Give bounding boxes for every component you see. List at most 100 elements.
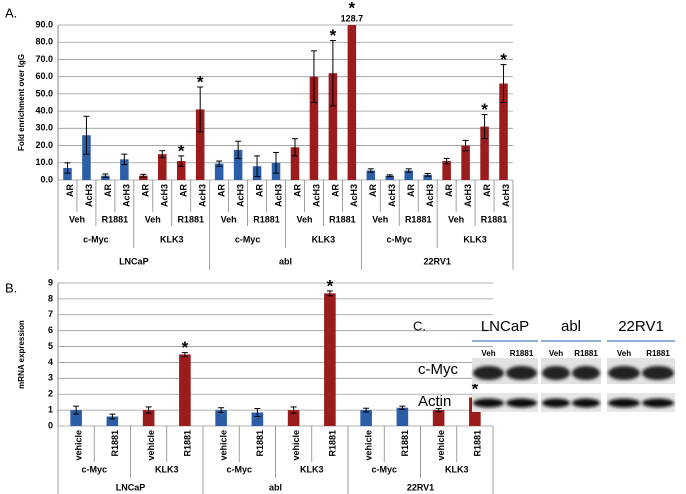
group-label: c-Myc xyxy=(83,234,109,244)
x-tick-label: AR xyxy=(444,184,454,197)
x-tick-label: AcH3 xyxy=(349,184,359,207)
x-tick-label: AcH3 xyxy=(235,184,245,207)
x-tick-label: AR xyxy=(254,184,264,197)
group-label: Veh xyxy=(296,214,312,224)
y-tick-label: 80.0 xyxy=(35,37,53,47)
y-tick-label: 2 xyxy=(48,389,53,399)
blot-band xyxy=(572,398,600,408)
group-label: Veh xyxy=(448,214,464,224)
x-tick-label: R1881 xyxy=(400,430,410,457)
x-tick-label: vehicle xyxy=(364,430,374,461)
blot-band xyxy=(473,398,504,408)
bar xyxy=(366,170,376,180)
x-tick-label: R1881 xyxy=(255,430,265,457)
blot-band xyxy=(506,366,537,380)
y-tick-label: 30.0 xyxy=(35,123,53,133)
bar xyxy=(195,109,205,180)
y-tick-label: 50.0 xyxy=(35,88,53,98)
bar xyxy=(63,167,72,180)
x-tick-label: vehicle xyxy=(291,430,301,461)
blot-band xyxy=(642,366,674,380)
bar xyxy=(290,147,300,180)
blot-band xyxy=(608,398,640,408)
bar xyxy=(179,354,191,426)
value-label: 128.7 xyxy=(341,13,364,23)
group-label: LNCaP xyxy=(116,482,146,492)
x-tick-label: AR xyxy=(482,184,492,197)
group-label: Veh xyxy=(145,214,161,224)
lane-label: R1881 xyxy=(646,349,670,358)
bar xyxy=(70,410,82,426)
bar xyxy=(158,154,167,180)
blot-band xyxy=(473,366,504,380)
x-tick-label: AR xyxy=(292,184,302,197)
y-tick-label: 70.0 xyxy=(35,54,53,64)
x-tick-label: R1881 xyxy=(472,430,482,457)
x-tick-label: AR xyxy=(103,184,113,197)
bar xyxy=(233,149,243,180)
bar xyxy=(251,412,264,426)
x-tick-label: AR xyxy=(368,184,378,197)
bar xyxy=(385,175,395,180)
y-tick-label: 4 xyxy=(48,357,53,367)
row-label: Actin xyxy=(418,393,451,410)
significance-star: * xyxy=(500,50,507,69)
significance-star: * xyxy=(197,72,204,91)
bar xyxy=(287,410,300,426)
group-label: 22RV1 xyxy=(407,482,434,492)
bar xyxy=(176,161,186,180)
x-tick-label: AR xyxy=(179,184,189,197)
bar xyxy=(328,73,338,180)
group-label: R1881 xyxy=(329,214,356,224)
lane-label: Veh xyxy=(617,349,631,358)
bar xyxy=(360,410,372,426)
group-label: R1881 xyxy=(481,214,508,224)
group-label: c-Myc xyxy=(235,234,261,244)
lane-label: R1881 xyxy=(510,349,534,358)
lane-label: Veh xyxy=(549,349,563,358)
group-label: KLK3 xyxy=(445,464,469,474)
x-tick-label: AcH3 xyxy=(463,184,473,207)
bar xyxy=(396,407,409,426)
x-tick-label: vehicle xyxy=(146,430,156,461)
x-tick-label: vehicle xyxy=(219,430,229,461)
x-tick-label: AcH3 xyxy=(160,184,170,207)
bar xyxy=(423,174,432,180)
bar xyxy=(324,293,336,426)
y-tick-label: 60.0 xyxy=(35,71,53,81)
y-tick-label: 0 xyxy=(48,420,53,430)
y-tick-label: 0.0 xyxy=(40,174,53,184)
x-tick-label: AR xyxy=(330,184,340,197)
x-tick-label: AcH3 xyxy=(501,184,511,207)
x-tick-label: AcH3 xyxy=(387,184,397,207)
panel-label: A. xyxy=(5,5,17,20)
significance-star: * xyxy=(349,0,356,17)
x-tick-label: AcH3 xyxy=(122,184,132,207)
panel-label: C. xyxy=(413,318,426,333)
y-tick-label: 8 xyxy=(48,293,53,303)
cell-line-label: 22RV1 xyxy=(618,318,664,335)
bar xyxy=(142,410,155,426)
y-tick-label: 1 xyxy=(48,404,53,414)
y-tick-label: 7 xyxy=(48,309,53,319)
blot-band xyxy=(542,366,570,380)
y-tick-label: 20.0 xyxy=(35,140,53,150)
significance-star: * xyxy=(481,100,488,119)
group-label: Veh xyxy=(372,214,388,224)
bar xyxy=(106,416,119,426)
bar xyxy=(404,170,413,180)
y-axis-label: Fold enrichment over IgG xyxy=(17,54,26,151)
x-tick-label: AcH3 xyxy=(425,184,435,207)
bar xyxy=(139,175,148,180)
significance-star: * xyxy=(330,26,337,45)
y-tick-label: 10.0 xyxy=(35,157,53,167)
group-label: KLK3 xyxy=(312,234,336,244)
x-tick-label: R1881 xyxy=(182,430,192,457)
group-label: Veh xyxy=(69,214,85,224)
row-label: c-Myc xyxy=(418,361,458,378)
bar xyxy=(309,76,319,180)
y-tick-label: 6 xyxy=(48,325,53,335)
x-tick-label: vehicle xyxy=(436,430,446,461)
x-tick-label: AcH3 xyxy=(273,184,283,207)
blot-band xyxy=(642,398,674,408)
